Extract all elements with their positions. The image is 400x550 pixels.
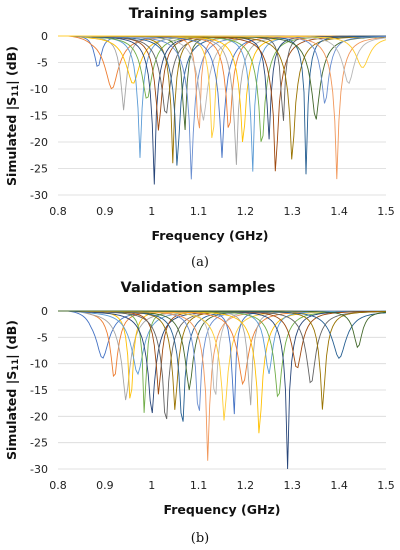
series-line-a xyxy=(58,35,386,104)
panel-b: Validation samples 0 -5 -10 -15 -20 -25 -30 0.… xyxy=(4,280,395,546)
series-line-a xyxy=(58,35,386,164)
curves-a xyxy=(58,35,387,185)
series-line-b xyxy=(58,310,386,395)
series-line-b xyxy=(58,310,386,391)
y-tick-label-a: -10 xyxy=(30,83,48,96)
y-tick-label-a: -25 xyxy=(30,163,48,176)
x-tick-label-a: 1.5 xyxy=(377,205,395,218)
y-axis-label-a: Simulated |S11| (dB) xyxy=(4,46,21,186)
y-tick-label-b: -10 xyxy=(30,358,48,371)
series-line-a xyxy=(58,35,386,138)
y-tick-label-b: -30 xyxy=(30,463,48,476)
x-tick-label-b: 1.2 xyxy=(237,479,255,492)
x-axis-label-a: Frequency (GHz) xyxy=(152,228,269,243)
series-line-a xyxy=(58,35,386,165)
x-tick-label-b: 1.3 xyxy=(284,479,302,492)
x-tick-label-a: 1.1 xyxy=(190,205,208,218)
series-line-a xyxy=(58,35,386,158)
y-tick-label-b: -20 xyxy=(30,410,48,423)
y-tick-label-a: 0 xyxy=(41,30,48,43)
y-tick-label-b: -25 xyxy=(30,437,48,450)
series-line-a xyxy=(58,35,387,68)
x-tick-label-a: 1.3 xyxy=(284,205,302,218)
x-tick-label-b: 1.4 xyxy=(330,479,348,492)
caption-a: (a) xyxy=(191,255,209,270)
x-tick-label-b: 1.5 xyxy=(377,479,395,492)
series-line-a xyxy=(58,35,386,166)
curves-b xyxy=(58,310,387,470)
series-line-b xyxy=(58,310,387,349)
x-tick-label-b: 0.9 xyxy=(96,479,114,492)
y-tick-label-a: -30 xyxy=(30,189,48,202)
x-tick-label-b: 1 xyxy=(148,479,155,492)
y-axis-label-b: Simulated |S11| (dB) xyxy=(4,320,21,460)
x-tick-label-b: 0.8 xyxy=(49,479,67,492)
gridlines-a xyxy=(58,35,386,196)
series-line-a xyxy=(58,35,386,160)
x-tick-label-a: 0.9 xyxy=(96,205,114,218)
series-line-b xyxy=(58,310,386,395)
x-tick-label-a: 0.8 xyxy=(49,205,67,218)
y-tick-label-b: -15 xyxy=(30,384,48,397)
y-ticks-a: 0 -5 -10 -15 -20 -25 -30 xyxy=(30,30,48,202)
chart-title-a: Training samples xyxy=(129,6,268,22)
x-tick-label-a: 1.4 xyxy=(330,205,348,218)
y-tick-label-a: -5 xyxy=(37,57,48,70)
x-ticks-b: 0.8 0.9 1 1.1 1.2 1.3 1.4 1.5 xyxy=(49,479,395,492)
y-tick-label-b: -5 xyxy=(37,331,48,344)
x-tick-label-a: 1.2 xyxy=(237,205,255,218)
series-line-b xyxy=(58,310,386,434)
panel-a: Training samples 0-5-10-15-20-25-30 0.8 0… xyxy=(4,6,395,270)
caption-b: (b) xyxy=(191,531,209,546)
y-tick-label-a: -20 xyxy=(30,136,48,149)
x-ticks-a: 0.8 0.9 1 1.1 1.2 1.3 1.4 1.5 xyxy=(49,205,395,218)
series-line-a xyxy=(58,35,386,158)
y-tick-label-b: 0 xyxy=(41,305,48,318)
series-line-a xyxy=(58,35,386,185)
x-axis-label-b: Frequency (GHz) xyxy=(164,502,281,517)
chart-title-b: Validation samples xyxy=(121,280,276,296)
x-tick-label-b: 1.1 xyxy=(190,479,208,492)
y-tick-label-a: -15 xyxy=(30,110,48,123)
x-tick-label-a: 1 xyxy=(148,205,155,218)
y-ticks-b: 0 -5 -10 -15 -20 -25 -30 xyxy=(30,305,48,476)
